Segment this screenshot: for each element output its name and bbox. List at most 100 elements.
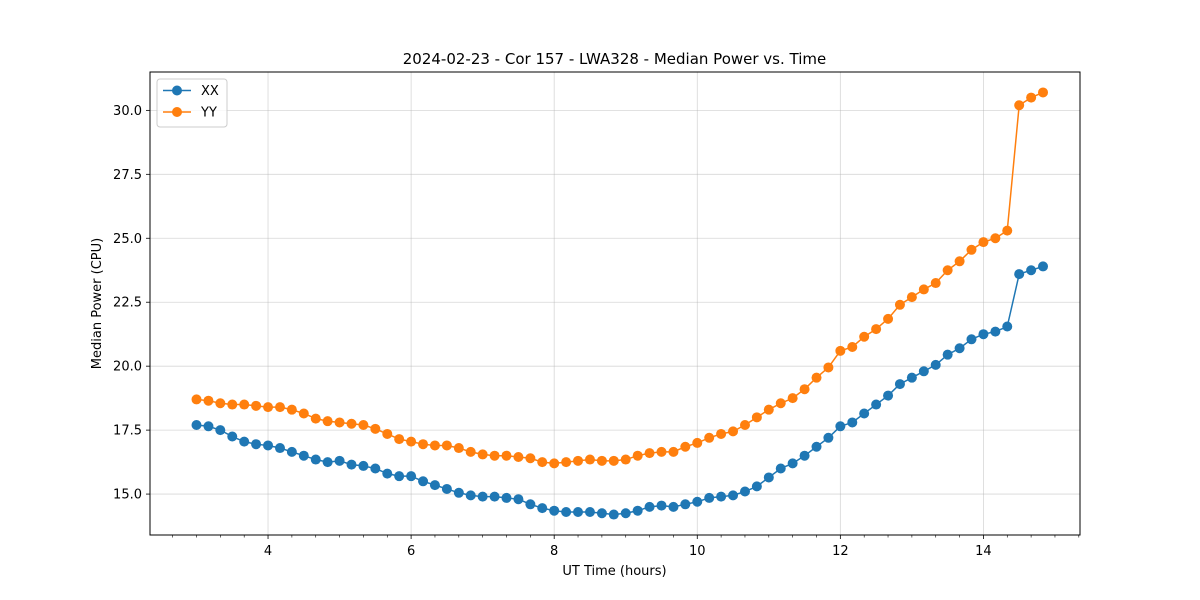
data-point-xx [274, 443, 285, 454]
y-tick-label: 27.5 [113, 168, 142, 183]
data-point-yy [799, 384, 810, 395]
data-point-yy [835, 345, 846, 356]
data-point-yy [775, 398, 786, 409]
data-point-xx [894, 379, 905, 390]
data-point-yy [298, 408, 309, 419]
x-axis-label: UT Time (hours) [562, 564, 666, 579]
data-point-yy [382, 428, 393, 439]
y-tick-label: 25.0 [113, 232, 142, 247]
data-point-yy [787, 393, 798, 404]
series-layer [191, 87, 1049, 520]
data-point-yy [751, 412, 762, 423]
data-point-yy [346, 418, 357, 429]
data-point-xx [513, 494, 524, 505]
data-point-yy [429, 440, 440, 451]
data-point-yy [930, 278, 941, 289]
data-point-xx [465, 490, 476, 501]
data-point-yy [1026, 92, 1037, 103]
data-point-xx [191, 420, 202, 431]
data-point-xx [739, 486, 750, 497]
data-point-yy [644, 448, 655, 459]
data-point-xx [668, 501, 679, 512]
data-point-xx [596, 508, 607, 519]
data-point-xx [823, 432, 834, 443]
data-point-yy [394, 434, 405, 445]
data-point-xx [227, 431, 238, 442]
y-tick-label: 17.5 [113, 424, 142, 439]
data-point-yy [358, 420, 369, 431]
data-point-yy [954, 256, 965, 267]
data-point-yy [370, 423, 381, 434]
y-tick-label: 22.5 [113, 296, 142, 311]
legend-label-xx: XX [201, 84, 219, 99]
data-point-yy [942, 265, 953, 276]
data-point-yy [632, 450, 643, 461]
data-point-xx [763, 472, 774, 483]
data-point-yy [286, 404, 297, 415]
x-tick-label: 10 [689, 544, 706, 559]
data-point-xx [286, 446, 297, 457]
data-point-xx [215, 425, 226, 436]
data-point-xx [263, 440, 274, 451]
data-point-xx [990, 326, 1001, 337]
data-point-yy [859, 331, 870, 342]
data-point-xx [883, 390, 894, 401]
data-point-xx [382, 468, 393, 479]
data-point-yy [620, 454, 631, 465]
data-point-yy [322, 416, 333, 427]
data-point-xx [716, 491, 727, 502]
data-point-xx [525, 499, 536, 510]
x-tick-label: 6 [407, 544, 415, 559]
data-point-xx [251, 439, 262, 450]
data-point-yy [227, 399, 238, 410]
data-point-yy [191, 394, 202, 405]
data-point-yy [847, 341, 858, 352]
data-point-xx [298, 450, 309, 461]
data-point-xx [370, 463, 381, 474]
data-point-xx [561, 506, 572, 517]
data-point-xx [322, 457, 333, 468]
data-point-yy [501, 450, 512, 461]
data-point-xx [728, 490, 739, 501]
data-point-yy [406, 436, 417, 447]
data-point-yy [537, 457, 548, 468]
data-point-yy [465, 446, 476, 457]
x-tick-label: 8 [550, 544, 558, 559]
data-point-yy [692, 437, 703, 448]
data-point-yy [811, 372, 822, 383]
data-point-yy [453, 443, 464, 454]
data-point-xx [942, 349, 953, 360]
data-point-yy [251, 400, 262, 411]
grid-lines [150, 72, 1080, 535]
data-point-xx [501, 492, 512, 503]
data-point-xx [871, 399, 882, 410]
data-point-xx [441, 483, 452, 494]
data-point-xx [799, 450, 810, 461]
data-point-xx [584, 506, 595, 517]
data-point-yy [871, 324, 882, 335]
y-axis-label: Median Power (CPU) [90, 238, 105, 369]
data-point-xx [954, 343, 965, 354]
data-point-yy [1038, 87, 1049, 98]
x-tick-label: 4 [264, 544, 272, 559]
data-point-yy [906, 292, 917, 303]
data-point-xx [906, 372, 917, 383]
data-point-yy [668, 446, 679, 457]
data-point-yy [1002, 225, 1013, 236]
data-point-xx [477, 491, 488, 502]
data-point-yy [763, 404, 774, 415]
data-point-yy [894, 299, 905, 310]
data-point-xx [418, 476, 429, 487]
data-point-yy [716, 428, 727, 439]
data-point-yy [477, 449, 488, 460]
y-axis: 15.0 17.5 20.0 22.5 25.0 27.5 30.0 [113, 104, 150, 503]
data-point-xx [406, 471, 417, 482]
data-point-xx [537, 503, 548, 514]
data-point-yy [728, 426, 739, 437]
data-point-xx [811, 441, 822, 452]
data-point-yy [513, 451, 524, 462]
x-tick-label: 14 [975, 544, 992, 559]
series-yy [191, 87, 1049, 469]
data-point-xx [239, 436, 250, 447]
